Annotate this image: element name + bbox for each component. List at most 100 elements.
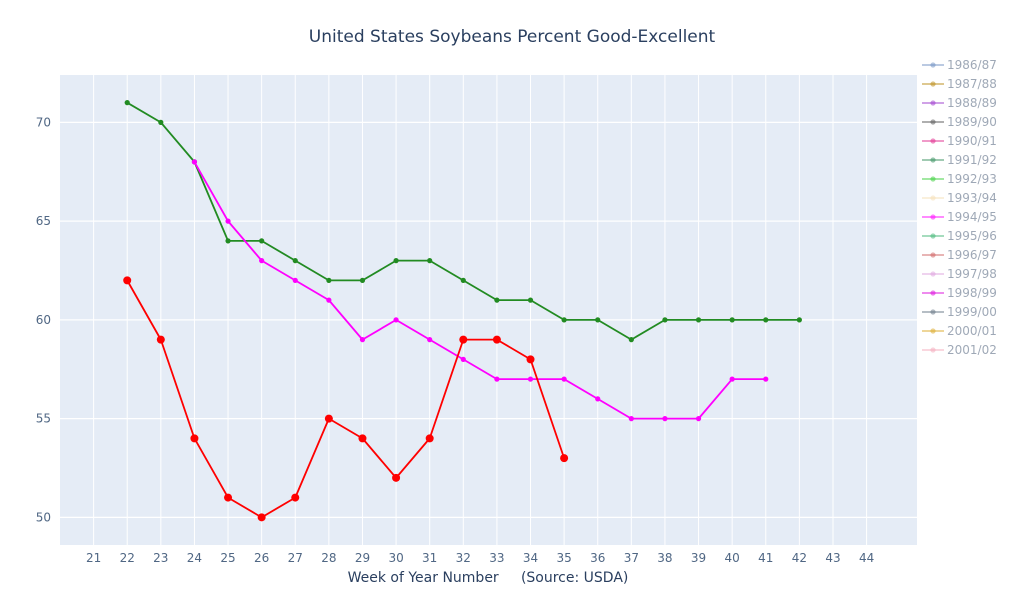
plot-area[interactable] xyxy=(60,75,917,545)
legend-item[interactable]: 1988/89 xyxy=(922,96,997,110)
x-axis-label: Week of Year Number (Source: USDA) xyxy=(348,570,629,586)
legend-label: 1993/94 xyxy=(947,191,997,205)
data-point[interactable] xyxy=(427,337,433,343)
data-point[interactable] xyxy=(729,376,735,382)
legend-swatch-marker xyxy=(930,252,936,258)
legend-item[interactable]: 1989/90 xyxy=(922,115,997,129)
legend-label: 1992/93 xyxy=(947,172,997,186)
y-tick-label: 55 xyxy=(36,412,51,426)
data-point[interactable] xyxy=(225,218,231,224)
legend-item[interactable]: 1996/97 xyxy=(922,248,997,262)
data-point[interactable] xyxy=(459,335,468,344)
data-point[interactable] xyxy=(494,297,500,303)
data-point[interactable] xyxy=(190,434,199,443)
data-point[interactable] xyxy=(124,100,130,106)
data-point[interactable] xyxy=(392,473,401,482)
data-point[interactable] xyxy=(259,238,265,244)
legend-label: 1991/92 xyxy=(947,153,997,167)
data-point[interactable] xyxy=(526,355,535,364)
legend-item[interactable]: 2000/01 xyxy=(922,324,997,338)
legend-item[interactable]: 1997/98 xyxy=(922,267,997,281)
x-tick-label: 28 xyxy=(321,551,336,565)
data-point[interactable] xyxy=(662,317,668,323)
x-tick-label: 33 xyxy=(489,551,504,565)
data-point[interactable] xyxy=(561,376,567,382)
data-point[interactable] xyxy=(729,317,735,323)
grid-layer xyxy=(60,75,917,545)
legend-item[interactable]: 1993/94 xyxy=(922,191,997,205)
legend-item[interactable]: 1990/91 xyxy=(922,134,997,148)
data-point[interactable] xyxy=(225,238,231,244)
legend-swatch-marker xyxy=(930,214,936,220)
y-tick-label: 50 xyxy=(36,510,51,524)
legend-swatch-marker xyxy=(930,233,936,239)
legend-label: 2002/03 xyxy=(947,362,997,376)
data-point[interactable] xyxy=(359,337,366,343)
series-1 xyxy=(191,159,769,422)
series-0 xyxy=(124,100,802,343)
legend-item[interactable]: 1991/92 xyxy=(922,153,997,167)
data-point[interactable] xyxy=(292,258,298,264)
data-point[interactable] xyxy=(156,335,165,344)
data-point[interactable] xyxy=(662,416,668,422)
data-point[interactable] xyxy=(292,277,298,283)
legend-label: 1989/90 xyxy=(947,115,997,129)
data-point[interactable] xyxy=(460,277,466,283)
chart-title: United States Soybeans Percent Good-Exce… xyxy=(309,27,716,47)
legend-item[interactable]: 1986/87 xyxy=(922,58,997,72)
x-tick-label: 39 xyxy=(691,551,706,565)
x-tick-label: 31 xyxy=(422,551,437,565)
data-point[interactable] xyxy=(326,297,332,303)
data-point[interactable] xyxy=(763,317,769,323)
data-point[interactable] xyxy=(595,317,601,323)
legend-swatch-marker xyxy=(930,328,936,334)
data-point[interactable] xyxy=(460,356,466,362)
data-point[interactable] xyxy=(291,493,300,502)
legend-item[interactable]: 1999/00 xyxy=(922,305,997,319)
legend-item[interactable]: 1987/88 xyxy=(922,77,997,91)
data-point[interactable] xyxy=(359,277,366,283)
y-tick-label: 65 xyxy=(36,214,51,228)
data-point[interactable] xyxy=(425,434,434,443)
x-tick-label: 29 xyxy=(355,551,370,565)
legend-label: 1990/91 xyxy=(947,134,997,148)
data-point[interactable] xyxy=(123,276,132,285)
data-point[interactable] xyxy=(257,513,266,522)
legend-item[interactable]: 1995/96 xyxy=(922,229,997,243)
legend-item[interactable]: 1994/95 xyxy=(922,210,997,224)
data-point[interactable] xyxy=(796,317,802,323)
legend-item[interactable]: 2002/03 xyxy=(922,362,997,376)
data-point[interactable] xyxy=(492,335,501,344)
data-point[interactable] xyxy=(695,416,702,422)
data-point[interactable] xyxy=(628,416,634,422)
legend-swatch-marker xyxy=(930,100,936,106)
data-point[interactable] xyxy=(324,414,333,423)
legend-item[interactable]: 1992/93 xyxy=(922,172,997,186)
legend-item[interactable]: 2001/02 xyxy=(922,343,997,357)
data-point[interactable] xyxy=(427,258,433,264)
legend[interactable]: 1986/87 1987/88 1988/89 1989/90 1990/91 1991/… xyxy=(922,58,997,376)
data-point[interactable] xyxy=(158,119,164,125)
data-point[interactable] xyxy=(259,258,265,264)
legend-item[interactable]: 1998/99 xyxy=(922,286,997,300)
data-point[interactable] xyxy=(695,317,702,323)
data-point[interactable] xyxy=(358,434,367,443)
data-point[interactable] xyxy=(628,337,634,343)
data-point[interactable] xyxy=(561,317,567,323)
data-point[interactable] xyxy=(393,317,399,323)
data-point[interactable] xyxy=(763,376,769,382)
data-point[interactable] xyxy=(393,258,399,264)
x-tick-label: 44 xyxy=(859,551,874,565)
data-point[interactable] xyxy=(326,277,332,283)
legend-label: 1995/96 xyxy=(947,229,997,243)
data-point[interactable] xyxy=(560,454,569,463)
legend-swatch-marker xyxy=(930,81,936,87)
series-line xyxy=(126,279,565,519)
data-point[interactable] xyxy=(527,297,534,303)
data-point[interactable] xyxy=(191,159,198,165)
data-point[interactable] xyxy=(595,396,601,402)
legend-swatch-marker xyxy=(930,347,936,353)
data-point[interactable] xyxy=(527,376,534,382)
data-point[interactable] xyxy=(494,376,500,382)
data-point[interactable] xyxy=(224,493,233,502)
